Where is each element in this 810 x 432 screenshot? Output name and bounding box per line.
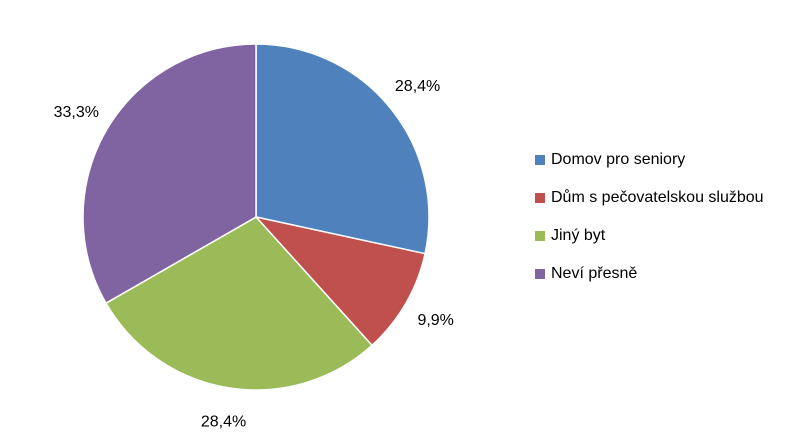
pie-slice	[104, 216, 374, 391]
data-label: 28,4%	[201, 413, 246, 430]
legend-swatch	[535, 231, 545, 241]
data-label: 33,3%	[54, 104, 99, 121]
pie-slice	[255, 43, 430, 255]
pie-slice	[253, 215, 426, 347]
pie-slice	[82, 43, 257, 305]
legend-label: Dům s pečovatelskou službou	[551, 188, 764, 206]
legend-swatch	[535, 155, 545, 165]
data-label: 28,4%	[395, 78, 440, 95]
legend-label: Domov pro seniory	[551, 151, 685, 168]
legend-swatch	[535, 269, 545, 279]
legend-label: Jiný byt	[551, 227, 606, 244]
data-label: 9,9%	[417, 312, 453, 329]
legend-swatch	[535, 193, 545, 203]
legend-label: Neví přesně	[551, 265, 637, 282]
